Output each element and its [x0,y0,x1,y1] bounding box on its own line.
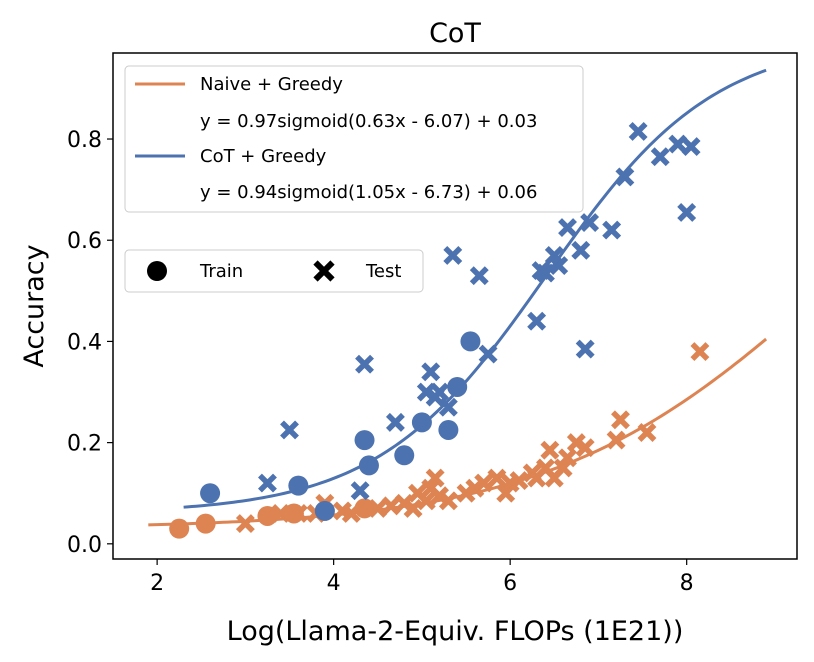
marker-legend: Train Test [124,249,424,293]
test-point-cot [668,134,688,154]
test-point-naive [690,342,710,361]
marker-legend-box [124,249,424,293]
test-point-cot [355,354,374,374]
test-point-naive [540,440,560,460]
test-point-cot [650,147,670,167]
test-point-cot [438,397,458,417]
test-point-cot [469,266,489,286]
y-tick-label: 0.6 [67,229,102,254]
test-point-naive [611,410,630,430]
x-axis-title: Log(Llama-2-Equiv. FLOPs (1E21)) [227,616,684,647]
train-point-cot [314,500,335,521]
test-point-cot [280,420,299,440]
fit-legend-box [124,65,584,213]
test-point-naive [416,491,436,511]
test-point-cot [615,167,635,187]
test-point-cot [421,362,441,382]
test-point-cot [677,202,697,222]
train-point-cot [460,331,481,352]
test-point-naive [235,514,255,534]
axis-ticks: 2 4 6 8 0.0 0.2 0.4 0.6 0.8 [67,128,694,596]
test-point-naive [487,468,507,488]
plot-area [148,68,768,539]
x-tick-label: 6 [503,571,517,596]
test-point-naive [438,491,458,511]
test-point-naive [496,483,516,503]
y-tick-label: 0.8 [67,128,102,153]
legend-train-label: Train [199,261,243,282]
test-point-cot [443,245,463,265]
legend-label-naive: Naive + Greedy [200,74,343,95]
fit-curve-naive [148,337,768,527]
test-point-cot [602,220,622,240]
train-point-cot [447,376,468,397]
test-point-cot [258,473,277,493]
test-point-cot [350,481,370,501]
test-point-cot [549,256,569,275]
x-tick-label: 4 [327,571,341,596]
test-point-naive [425,468,445,488]
x-tick-label: 2 [150,571,164,596]
fit-curve-cot [183,68,767,509]
x-tick-label: 8 [680,571,694,596]
legend-fit-naive: y = 0.97sigmoid(0.63x - 6.07) + 0.03 [200,111,537,132]
series-naive [148,337,768,539]
test-point-cot [571,240,591,260]
legend-test-label: Test [365,261,401,282]
y-tick-label: 0.2 [67,432,102,457]
legend-fit-cot: y = 0.94sigmoid(1.05x - 6.73) + 0.06 [200,182,537,203]
legend-test-marker [313,260,335,282]
test-point-cot [544,245,564,265]
test-point-cot [430,382,449,402]
test-point-cot [575,339,595,359]
train-point-cot [200,483,221,504]
test-point-cot [558,218,577,238]
test-point-naive [368,498,388,518]
chart-title: CoT [429,18,481,49]
train-point-cot [411,412,432,433]
series-cot [183,68,767,521]
y-axis-title: Accuracy [19,244,50,367]
test-point-naive [381,496,401,516]
train-point-cot [438,419,459,440]
test-point-cot [385,412,405,432]
legend-label-cot: CoT + Greedy [200,146,327,167]
test-point-cot [580,213,600,232]
train-point-cot [394,445,415,466]
y-tick-label: 0.4 [67,330,102,355]
plot-frame [112,52,798,560]
legend-train-marker [147,261,167,281]
test-point-cot [527,311,547,331]
y-tick-label: 0.0 [67,533,102,558]
train-point-naive [169,518,190,539]
fit-legend: Naive + Greedy y = 0.97sigmoid(0.63x - 6… [124,65,584,213]
test-point-cot [628,121,648,141]
train-point-cot [354,430,375,451]
test-point-cot [681,137,701,157]
